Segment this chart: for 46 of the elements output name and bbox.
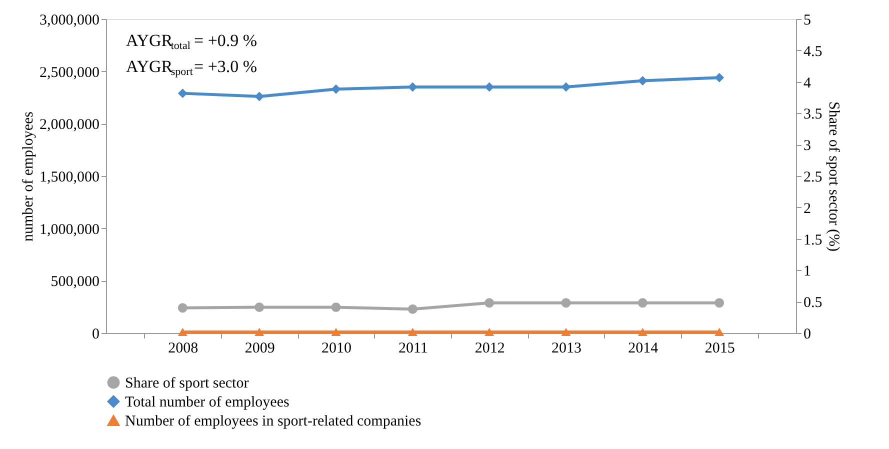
x-tick-label: 2013 <box>552 340 582 356</box>
legend-label: Number of employees in sport-related companies <box>125 414 422 430</box>
y-tick-label: 1,000,000 <box>40 222 100 238</box>
y-tick-label: 2,500,000 <box>40 64 100 81</box>
y2-axis-title: Share of sport sector (%) <box>825 102 842 252</box>
y2-tick-label: 2.5 <box>804 170 822 186</box>
point <box>561 328 571 336</box>
point <box>714 328 724 336</box>
y-tick-label: 2,000,000 <box>40 117 100 134</box>
y2-tick-label: 3 <box>804 138 811 154</box>
y2-tick-label: 3.5 <box>804 106 822 123</box>
x-tick-label: 2014 <box>628 340 659 356</box>
y2-tick-label: 4.5 <box>804 44 822 60</box>
x-tick-label: 2011 <box>398 340 428 356</box>
point <box>714 72 724 82</box>
point <box>178 88 188 98</box>
legend-label: Total number of employees <box>125 394 290 410</box>
point <box>178 328 188 336</box>
x-tick-label: 2015 <box>704 340 735 356</box>
y2-tick-label: 0.5 <box>804 295 822 312</box>
x-tick-label: 2008 <box>168 340 198 356</box>
x-tick-label: 2012 <box>474 340 505 356</box>
point <box>408 328 418 336</box>
y2-tick-label: 2 <box>804 200 811 217</box>
y-axis-title: number of employees <box>20 111 36 242</box>
point <box>638 328 648 336</box>
point <box>408 82 418 92</box>
point <box>254 328 264 336</box>
x-tick-label: 2009 <box>244 340 275 356</box>
point <box>331 328 341 336</box>
point <box>638 76 648 86</box>
y-tick-label: 500,000 <box>50 274 100 290</box>
y2-tick-label: 1 <box>804 264 811 280</box>
y-tick-label: 0 <box>92 326 100 342</box>
point <box>561 82 571 92</box>
point <box>484 328 494 336</box>
y2-tick-label: 4 <box>804 75 812 92</box>
y2-tick-label: 1.5 <box>804 232 822 248</box>
point <box>331 84 341 94</box>
point <box>254 92 264 102</box>
x-tick-label: 2010 <box>322 340 352 356</box>
y2-tick-label: 5 <box>804 12 811 28</box>
legend-label: Share of sport sector <box>125 376 249 392</box>
y2-tick-label: 0 <box>804 326 811 342</box>
y-tick-label: 3,000,000 <box>40 12 100 28</box>
y-tick-label: 1,500,000 <box>40 170 100 186</box>
